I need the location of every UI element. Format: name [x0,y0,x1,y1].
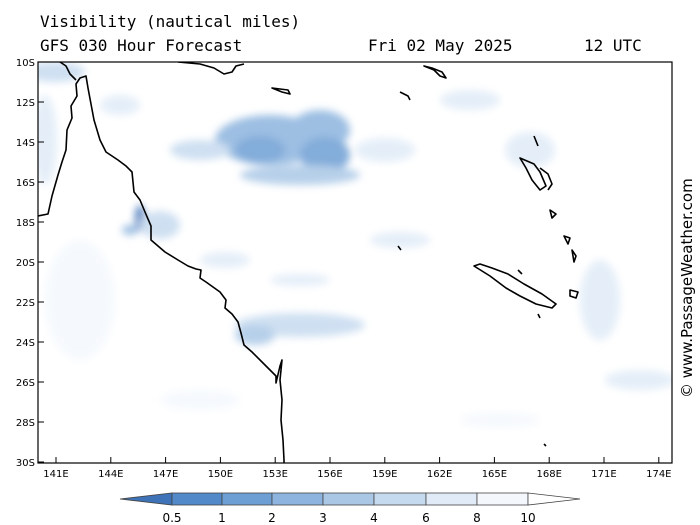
legend-arrow-high [527,492,581,506]
legend-swatch [322,492,375,506]
legend-swatch [271,492,324,506]
lon-label: 174E [646,469,671,480]
legend-label: 10 [520,511,535,525]
solomon-islands-1 [423,65,447,79]
legend-swatch [221,492,273,506]
forecast-time: 12 UTC [584,36,642,55]
credit-text: © www.PassageWeather.com [678,178,696,398]
forecast-subtitle: GFS 030 Hour Forecast [40,36,243,55]
lat-label: 26S [16,378,35,389]
coastlines [38,62,579,463]
loyalty-islands [569,289,579,299]
lat-label: 28S [16,418,35,429]
islet-3 [537,313,541,319]
solomon-islands-2 [399,91,411,101]
vanuatu-4 [563,235,571,245]
legend-swatch [476,492,529,506]
lon-label: 165E [482,469,507,480]
legend-label: 1 [218,511,226,525]
legend-arrow-low [119,492,173,506]
vanuatu-6 [533,135,539,147]
islet-1 [397,245,402,251]
lat-label: 22S [16,298,35,309]
map-frame [37,61,673,464]
legend-label: 3 [319,511,327,525]
lon-label: 162E [427,469,452,480]
lat-label: 12S [16,98,35,109]
lat-label: 18S [16,218,35,229]
lon-label: 156E [317,469,342,480]
vanuatu-2 [539,167,553,191]
lat-label: 10S [16,58,35,69]
legend-label: 2 [268,511,276,525]
legend-label: 6 [422,511,430,525]
map-title: Visibility (nautical miles) [40,12,301,31]
lon-label: 171E [591,469,616,480]
new-caledonia [473,263,557,309]
visibility-shading [38,62,672,428]
cape-york-tip [59,62,77,81]
lat-label: 14S [16,138,35,149]
islet-2 [517,269,523,275]
lon-label: 168E [536,469,561,480]
legend-colorbar: 0.5 1 2 3 4 6 8 10 [119,492,581,525]
lon-label: 150E [208,469,233,480]
legend-swatch [425,492,478,506]
lat-label: 24S [16,338,35,349]
vanuatu-3 [549,209,557,219]
legend-label: 0.5 [162,511,181,525]
lon-label: 153E [262,469,287,480]
lon-label: 147E [153,469,178,480]
lon-label: 159E [372,469,397,480]
louisiade-islands [271,87,291,95]
vanuatu-1 [519,157,547,191]
legend-label: 8 [473,511,481,525]
lat-label: 16S [16,178,35,189]
vanuatu-5 [571,249,577,263]
lon-label: 144E [98,469,123,480]
australia-coastline [38,75,285,463]
legend-swatch [373,492,427,506]
png-coastline [177,62,245,75]
forecast-date: Fri 02 May 2025 [368,36,513,55]
lon-label: 141E [43,469,68,480]
legend-label: 4 [370,511,378,525]
legend-swatch [171,492,223,506]
islet-4 [543,443,547,447]
lat-label: 20S [16,258,35,269]
longitude-axis: 141E 144E 147E 150E 153E 156E 159E 162E 165E 168E… [43,457,672,480]
latitude-axis: 10S 12S 14S 16S 18S 20S 22S 24S 26S 28S 30S [16,58,44,469]
lat-label: 30S [16,458,35,469]
